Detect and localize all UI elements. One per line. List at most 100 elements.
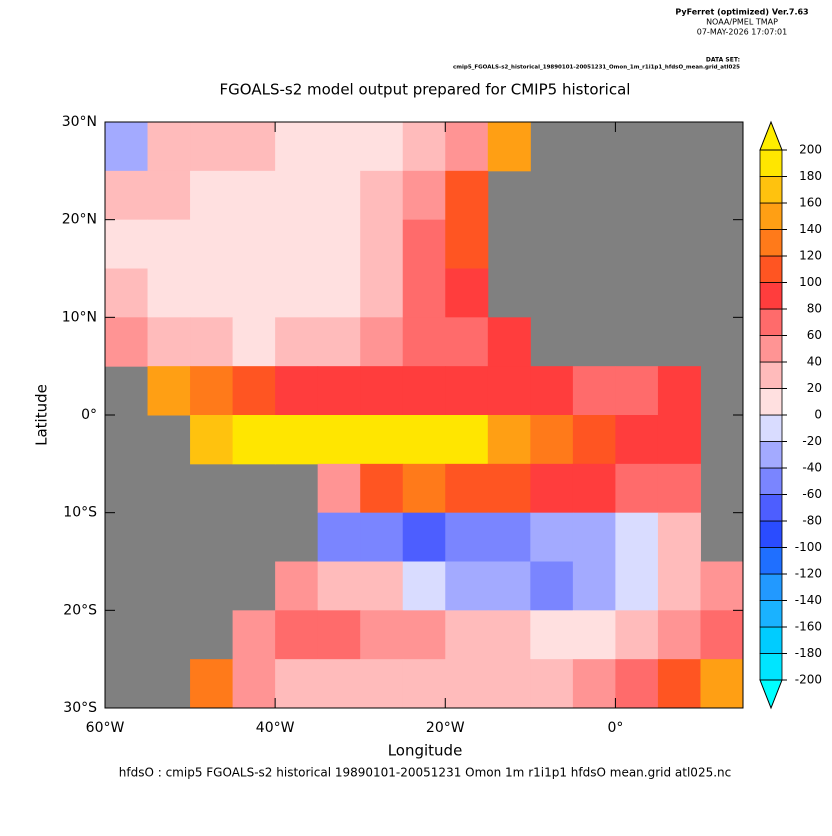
cell	[657, 610, 701, 660]
cell	[232, 122, 276, 172]
cell	[275, 122, 319, 172]
x-tick-label: 20°W	[426, 720, 465, 736]
y-tick-label: 20°S	[63, 602, 97, 618]
colorbar-bin	[759, 573, 783, 601]
cell	[360, 561, 404, 611]
cell	[487, 512, 531, 562]
colorbar-bin	[759, 255, 783, 283]
cell	[445, 170, 489, 221]
cell	[487, 122, 531, 172]
cell	[402, 610, 446, 660]
cell	[317, 659, 361, 709]
colorbar-label: 0	[814, 408, 822, 422]
cell	[147, 219, 191, 269]
cell	[317, 122, 361, 172]
cell	[700, 610, 744, 660]
cell	[317, 366, 361, 416]
cell	[105, 122, 149, 172]
cell	[360, 219, 404, 269]
cell	[487, 561, 531, 611]
cell	[105, 170, 149, 221]
colorbar-label: -180	[795, 646, 822, 660]
cell	[147, 317, 191, 367]
colorbar-bin	[759, 441, 783, 469]
colorbar-label: -100	[795, 540, 822, 554]
colorbar-bin	[759, 600, 783, 628]
cell	[317, 415, 361, 465]
cell	[487, 659, 531, 709]
colorbar-label: -200	[795, 673, 822, 687]
cell	[317, 170, 361, 221]
cell	[615, 415, 659, 465]
cell	[360, 415, 404, 465]
cell	[530, 415, 574, 465]
colorbar-label: -20	[802, 434, 822, 448]
y-tick-label: 0°	[81, 407, 97, 423]
footer: hfdsO : cmip5 FGOALS-s2 historical 19890…	[119, 766, 731, 780]
cell	[147, 268, 191, 318]
y-tick-label: 10°N	[62, 309, 97, 325]
cell	[232, 366, 276, 416]
cell	[402, 415, 446, 465]
cell	[445, 512, 489, 562]
cell	[147, 366, 191, 416]
cell	[275, 317, 319, 367]
colorbar-bin	[759, 149, 783, 177]
cell	[275, 170, 319, 221]
cell	[657, 415, 701, 465]
cell	[360, 463, 404, 514]
cell	[232, 170, 276, 221]
cell	[232, 610, 276, 660]
dataset-label: DATA SET:	[706, 57, 740, 64]
cell	[615, 463, 659, 514]
cell	[572, 610, 616, 660]
y-axis-label: Latitude	[33, 384, 51, 446]
cell	[105, 317, 149, 367]
cell	[487, 415, 531, 465]
cell	[572, 561, 616, 611]
cell	[360, 268, 404, 318]
cell	[572, 512, 616, 562]
cell	[487, 366, 531, 416]
cell	[657, 561, 701, 611]
cell	[657, 366, 701, 416]
y-tick-label: 20°N	[62, 212, 97, 228]
cell	[445, 610, 489, 660]
cell	[232, 268, 276, 318]
cell	[317, 561, 361, 611]
cell	[445, 219, 489, 269]
cell	[190, 415, 234, 465]
chart-title: FGOALS-s2 model output prepared for CMIP…	[220, 81, 631, 99]
cell	[402, 122, 446, 172]
cell	[402, 659, 446, 709]
colorbar-label: 20	[807, 381, 822, 395]
cell	[445, 122, 489, 172]
cell	[615, 659, 659, 709]
cell	[402, 268, 446, 318]
cell	[572, 463, 616, 514]
cell	[530, 463, 574, 514]
cell	[487, 463, 531, 514]
cell	[317, 512, 361, 562]
cell	[487, 610, 531, 660]
cell	[487, 317, 531, 367]
cell	[275, 268, 319, 318]
cell	[317, 219, 361, 269]
cell	[445, 317, 489, 367]
colorbar-label: -60	[802, 487, 822, 501]
cell	[190, 659, 234, 709]
colorbar-label: -120	[795, 567, 822, 581]
cell	[445, 463, 489, 514]
cell	[360, 366, 404, 416]
cell	[360, 512, 404, 562]
cell	[317, 463, 361, 514]
cell	[445, 659, 489, 709]
y-tick-label: 30°S	[63, 700, 97, 716]
y-tick-label: 10°S	[63, 505, 97, 521]
cell	[402, 170, 446, 221]
colorbar-label: 40	[807, 355, 822, 369]
cell	[700, 659, 744, 709]
colorbar-label: 200	[799, 143, 822, 157]
cell	[572, 366, 616, 416]
colorbar-label: -160	[795, 620, 822, 634]
